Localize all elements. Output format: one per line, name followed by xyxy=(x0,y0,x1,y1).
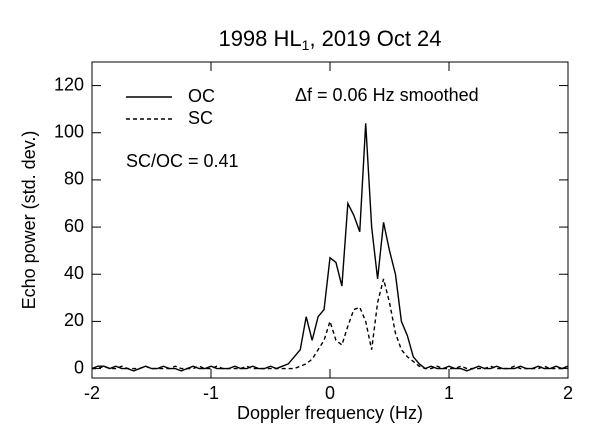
legend-label: SC xyxy=(188,108,213,128)
y-tick-label: 100 xyxy=(54,121,84,141)
title-rest: , 2019 Oct 24 xyxy=(309,26,441,51)
y-tick-label: 0 xyxy=(74,357,84,377)
plot-frame xyxy=(91,61,569,379)
annotation: Δf = 0.06 Hz smoothed xyxy=(295,85,479,105)
y-axis-label: Echo power (std. dev.) xyxy=(19,131,39,310)
y-tick-label: 60 xyxy=(64,216,84,236)
annotation: SC/OC = 0.41 xyxy=(126,151,239,171)
y-tick-label: 120 xyxy=(54,74,84,94)
series-line xyxy=(91,123,569,372)
x-tick-label: 2 xyxy=(563,383,573,403)
title-main: 1998 HL xyxy=(218,26,301,51)
title-subscript: 1 xyxy=(302,37,310,53)
y-tick-label: 80 xyxy=(64,169,84,189)
x-tick-label: 0 xyxy=(325,383,335,403)
x-axis-label: Doppler frequency (Hz) xyxy=(237,403,423,423)
series-line xyxy=(92,278,569,370)
legend-label: OC xyxy=(188,86,215,106)
x-tick-label: -2 xyxy=(84,383,100,403)
y-tick-label: 20 xyxy=(64,310,84,330)
y-tick-label: 40 xyxy=(64,263,84,283)
chart-title: 1998 HL1, 2019 Oct 24 xyxy=(218,26,441,53)
x-tick-label: 1 xyxy=(444,383,454,403)
x-tick-label: -1 xyxy=(203,383,219,403)
